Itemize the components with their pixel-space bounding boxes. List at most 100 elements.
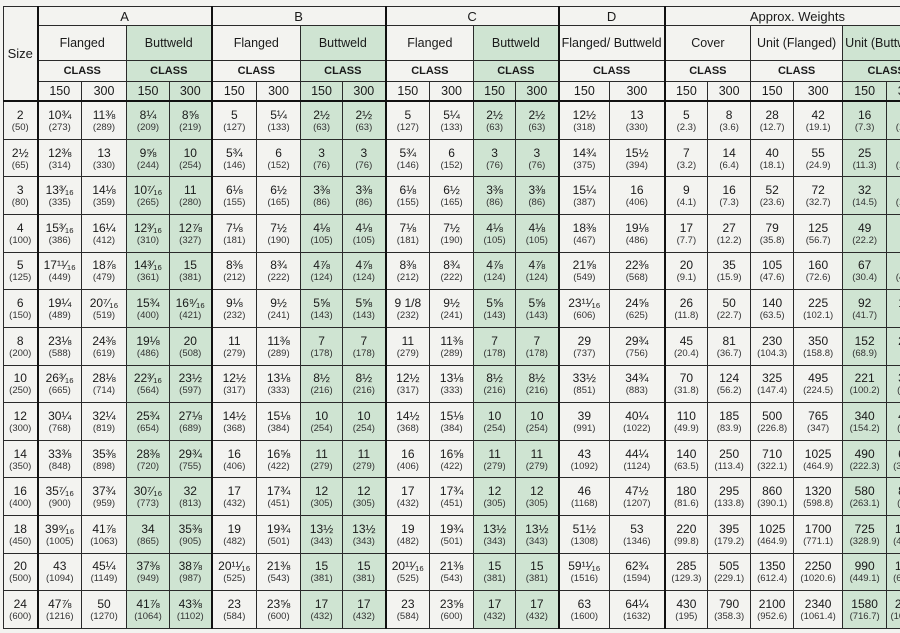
metric-value: (588) [48,347,71,359]
table-cell: 20⁷⁄₁₆ (519) [81,289,127,328]
imperial-value: 7 [360,333,368,348]
table-cell: 140 (63.5) [663,439,709,479]
metric-value: (105) [483,234,506,246]
table-cell: 3⅜ (86) [342,176,387,216]
imperial-value: 19¾ [439,521,464,536]
metric-value: (368) [396,422,419,434]
imperial-value: 10 [314,408,329,423]
table-cell: 12⅞ (327) [168,214,213,253]
metric-value: (47.6) [759,272,785,284]
table-cell: 35⅜ (898) [81,439,127,479]
size-metric: (65) [11,159,29,171]
metric-value: (400) [136,310,160,322]
metric-value: (432) [223,498,246,510]
imperial-value: 16 [630,183,644,198]
table-cell: 13⅛ (333) [429,364,475,404]
table-cell: 5 (127) [210,100,258,140]
metric-value: (848) [48,460,71,472]
subgroup-header-buttweld: Buttweld [473,25,560,61]
metric-value: (263.1) [849,498,880,510]
metric-value: (100.2) [849,385,880,397]
table-cell: 5¾ (146) [384,138,431,178]
imperial-value: 20¹¹⁄₁₆ [218,559,251,574]
imperial-value: 43⅜ [178,597,202,612]
table-cell: 860 (390.1) [750,477,795,517]
class-header: CLASS [557,60,666,82]
table-cell: 47⅞ (1216) [36,590,82,629]
imperial-value: 9½ [443,296,460,311]
imperial-value: 29¾ [178,446,202,461]
table-cell: 7½ (190) [256,214,302,253]
imperial-value: 490 [854,446,875,461]
imperial-value: 5⅝ [355,296,373,311]
metric-value: (755) [179,460,202,472]
metric-value: (280) [179,197,202,209]
metric-value: (384) [267,422,290,434]
metric-value: (273) [48,121,71,133]
table-cell: 15½ (394) [609,138,666,178]
metric-value: (421) [179,310,202,322]
imperial-value: 6⅛ [225,183,243,198]
imperial-value: 7 [533,333,541,348]
table-cell: 105 (47.6) [750,251,795,291]
imperial-value: 4⅛ [528,220,546,235]
metric-value: (4.1) [676,197,697,209]
imperial-value: 24 [888,109,900,122]
metric-value: (584) [223,611,246,623]
metric-value: (254) [179,159,202,171]
class-150-header: 150 [384,81,431,102]
imperial-value: 5¾ [225,145,243,160]
imperial-value: 4⅞ [528,258,546,273]
table-cell: 30⁷⁄₁₆ (773) [126,477,170,517]
imperial-value: 12³⁄₁₆ [133,220,163,235]
metric-value: (372) [897,498,900,510]
imperial-value: 500 [762,408,783,423]
imperial-value: 11 [401,333,415,348]
table-cell: 15 (381) [342,552,387,592]
table-cell: 15 (381) [300,552,344,592]
metric-value: (619) [92,347,116,359]
table-cell: 34¾ (883) [609,364,666,404]
imperial-value: 13 [630,107,644,122]
class-300-header: 300 [168,81,213,102]
imperial-value: 11⅜ [440,333,463,348]
table-cell: 26 (11.8) [663,289,709,328]
size-value: 6 [16,296,24,311]
table-cell: 16 (406) [609,176,666,216]
imperial-value: 250 [719,446,740,461]
table-cell: 67 (30.4) [842,251,888,291]
imperial-value: 19 [401,521,415,536]
table-cell: 28⅜ (720) [126,439,170,479]
metric-value: (179.2) [714,535,745,547]
imperial-value: 46 [577,484,592,499]
subgroup-header-unit-buttweld-: Unit (Buttweld) [842,25,900,61]
metric-value: (1063) [90,535,118,547]
metric-value: (7.3) [854,121,875,133]
table-cell: 3⅜ (86) [300,176,344,216]
metric-value: (1102) [176,611,204,623]
table-cell: 23 (584) [210,590,258,629]
table-cell: 23½ (597) [168,364,213,404]
size-metric: (50) [11,121,29,133]
table-cell: 19¾ (501) [256,515,302,554]
table-cell: 141(64) [886,289,900,328]
imperial-value: 16 [401,446,415,461]
metric-value: (254) [483,422,506,434]
table-cell: 23⅛ (588) [36,326,82,366]
imperial-value: 23⅝ [439,597,464,612]
table-row: 2½ (65) 12⅜ (314) 13 (330) 9⅝ (244) 10 (254) 5¾ (14… [3,138,900,178]
table-cell: 14⅛ (359) [81,176,127,216]
imperial-value: 37⅜ [136,559,160,574]
subgroup-header-buttweld: Buttweld [125,25,213,61]
imperial-value: 17 [487,597,502,612]
table-cell: 51½ (1308) [557,515,611,554]
metric-value: (76) [528,159,546,171]
table-cell: 4⅞ (124) [515,251,560,291]
metric-value: (432) [483,611,506,623]
imperial-value: 580 [854,484,875,499]
imperial-value: 17 [401,484,415,499]
class-300-header: 300 [886,81,900,102]
table-cell: 15⅛ (384) [256,402,302,441]
class-header: CLASS [36,60,127,82]
table-cell: 12 (305) [342,477,387,517]
